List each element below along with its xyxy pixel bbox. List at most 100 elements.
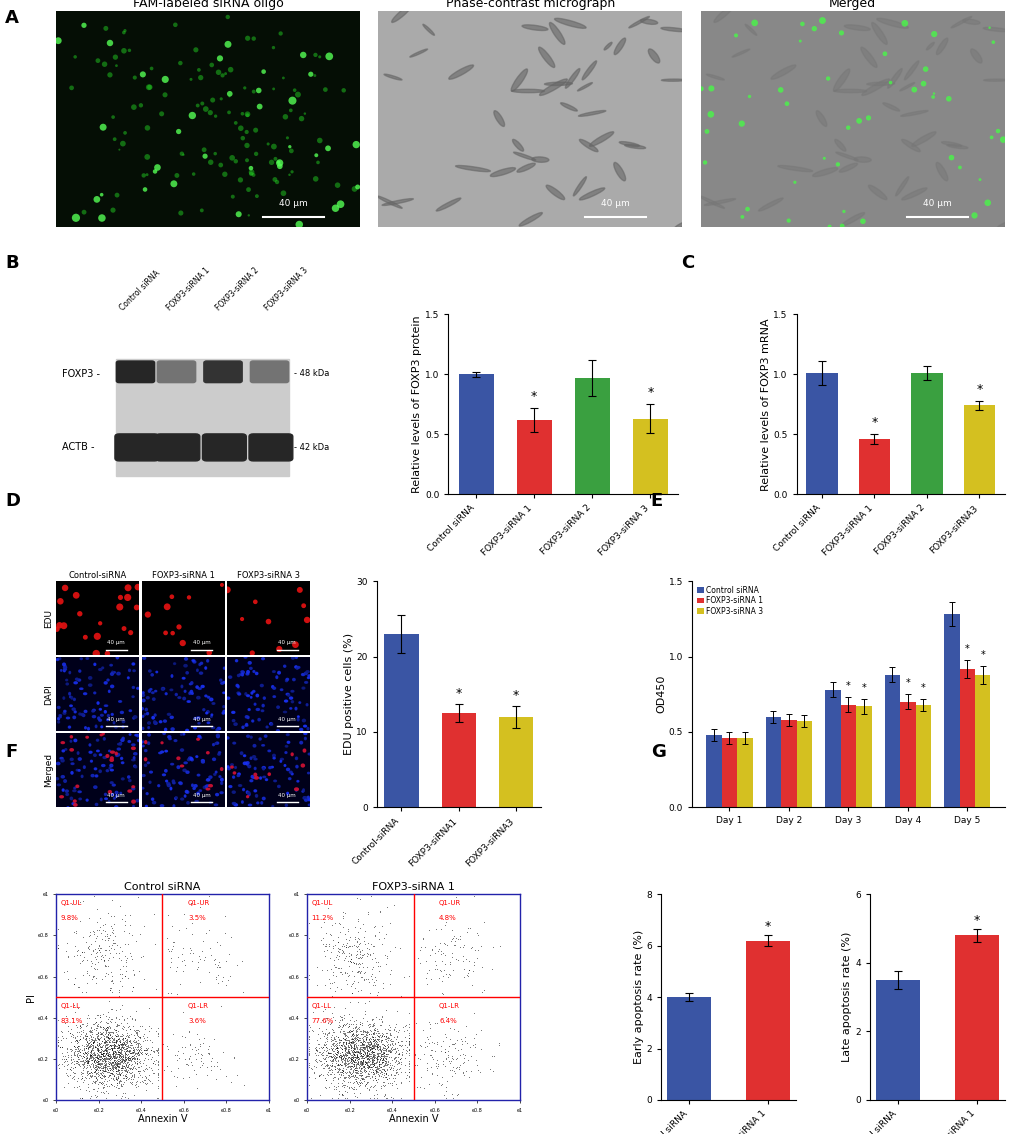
Point [98, 1035, 114, 1053]
Point [55, 1057, 71, 1075]
Point [374, 1044, 390, 1063]
Point [819, 69, 836, 87]
Ellipse shape [116, 753, 119, 756]
Point [341, 1068, 358, 1086]
Point [366, 1031, 382, 1049]
Point [367, 926, 383, 945]
Point [92, 1017, 108, 1035]
Point [115, 1057, 131, 1075]
Point [89, 1029, 105, 1047]
Point [84, 1064, 100, 1082]
Point [71, 1042, 88, 1060]
Point [322, 1048, 338, 1066]
Point [734, 208, 750, 226]
Point [81, 1031, 97, 1049]
Point [351, 1043, 367, 1061]
Point [828, 155, 845, 174]
Point [346, 1046, 363, 1064]
Point [369, 1060, 385, 1078]
FancyBboxPatch shape [204, 361, 242, 382]
Point [139, 1040, 155, 1058]
Point [380, 1048, 396, 1066]
Point [89, 1082, 105, 1100]
Point [466, 1004, 482, 1022]
Point [359, 1053, 375, 1072]
Point [370, 1070, 386, 1089]
Text: FOXP3 -: FOXP3 - [61, 369, 100, 379]
Bar [441, 713, 476, 807]
Point [346, 1069, 363, 1088]
Point [83, 1051, 99, 1069]
Point [150, 1041, 166, 1059]
Point [96, 1050, 112, 1068]
Point [382, 1035, 398, 1053]
Point [65, 1064, 82, 1082]
Point [333, 1051, 350, 1069]
Point [108, 1039, 124, 1057]
Ellipse shape [107, 714, 109, 717]
Point [345, 1057, 362, 1075]
Point [353, 1040, 369, 1058]
Point [111, 1072, 127, 1090]
Point [334, 1016, 351, 1034]
Point [381, 1041, 397, 1059]
Point [85, 922, 101, 940]
Point [219, 8, 235, 26]
Ellipse shape [68, 726, 70, 728]
Ellipse shape [294, 788, 299, 790]
Ellipse shape [251, 776, 254, 778]
Point [356, 1048, 372, 1066]
Point [451, 1046, 468, 1064]
Ellipse shape [296, 758, 298, 760]
Ellipse shape [211, 714, 212, 716]
Point [87, 1086, 103, 1105]
Ellipse shape [674, 221, 688, 229]
Point [367, 1040, 383, 1058]
Text: 3.6%: 3.6% [187, 1017, 206, 1024]
Point [97, 1058, 113, 1076]
Point [453, 1053, 470, 1072]
Point [100, 904, 116, 922]
Ellipse shape [57, 706, 60, 709]
Point [344, 1021, 361, 1039]
Point [698, 122, 714, 141]
Point [62, 1053, 78, 1072]
Point [164, 1024, 180, 1042]
Point [357, 1043, 373, 1061]
Point [428, 1035, 444, 1053]
Point [324, 916, 340, 934]
Point [103, 1055, 119, 1073]
Point [74, 1047, 91, 1065]
Point [376, 1056, 392, 1074]
Point [369, 1035, 385, 1053]
Point [89, 1060, 105, 1078]
Point [99, 1046, 115, 1064]
Point [322, 1051, 338, 1069]
Ellipse shape [141, 708, 143, 710]
Point [383, 1038, 399, 1056]
Point [324, 1031, 340, 1049]
Point [129, 1039, 146, 1057]
Point [354, 1053, 370, 1072]
Point [321, 937, 337, 955]
Point [339, 1023, 356, 1041]
Point [693, 79, 709, 98]
Point [116, 1042, 132, 1060]
Point [380, 1038, 396, 1056]
Point [138, 1041, 154, 1059]
Point [336, 1025, 353, 1043]
Ellipse shape [308, 772, 309, 773]
Point [81, 909, 97, 928]
Ellipse shape [72, 803, 75, 805]
Point [98, 1032, 114, 1050]
Point [207, 107, 223, 125]
Ellipse shape [232, 792, 235, 794]
Point [127, 1043, 144, 1061]
Point [122, 1073, 139, 1091]
Ellipse shape [199, 737, 202, 738]
Point [77, 1049, 94, 1067]
Ellipse shape [56, 778, 58, 780]
Point [331, 1085, 347, 1103]
Point [113, 1027, 129, 1046]
Point [441, 953, 458, 971]
